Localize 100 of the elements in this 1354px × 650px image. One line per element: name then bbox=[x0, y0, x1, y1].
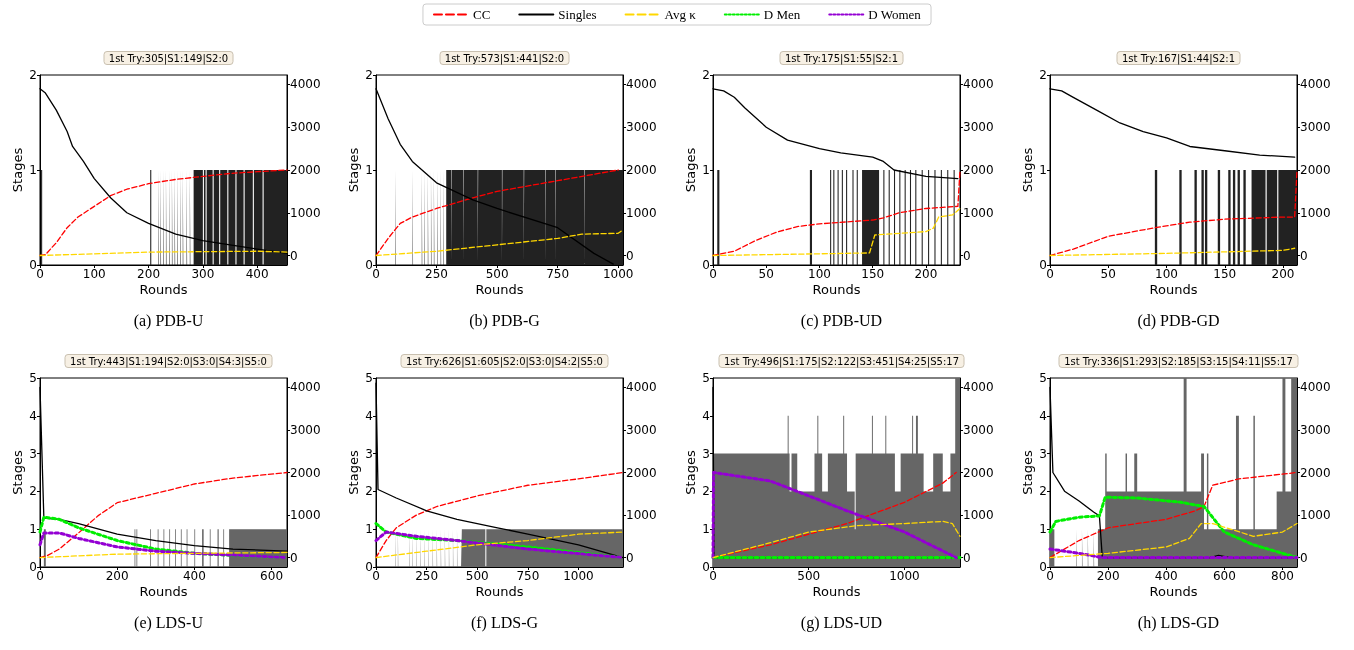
y-axis-title: Stages bbox=[346, 450, 361, 495]
y-tick-label: 5 bbox=[29, 371, 37, 385]
x-tick-label: 100 bbox=[808, 267, 831, 281]
x-tick-label: 400 bbox=[1154, 569, 1178, 583]
y-tick-label: 2 bbox=[1039, 68, 1047, 82]
y-tick-label: 1 bbox=[1039, 163, 1047, 177]
chart-title: 1st Try:167|S1:44|S2:1 bbox=[1121, 52, 1236, 65]
x-tick-label: 750 bbox=[546, 267, 570, 281]
y2-tick-label: 4000 bbox=[1300, 77, 1331, 92]
y-axis-title: Stages bbox=[1020, 147, 1035, 193]
y-axis-title: Stages bbox=[10, 450, 25, 495]
y2-tick-label: 2000 bbox=[626, 465, 657, 480]
x-tick-label: 750 bbox=[516, 569, 540, 583]
y2-tick-label: 0 bbox=[626, 550, 634, 565]
y2-tick-label: 3000 bbox=[1300, 120, 1331, 135]
x-tick-label: 50 bbox=[1100, 267, 1116, 281]
y2-tick-label: 0 bbox=[1300, 248, 1308, 263]
y2-tick-label: 3000 bbox=[963, 120, 994, 135]
text: (d) PDB-GD bbox=[1137, 311, 1220, 330]
y2-tick-label: 3000 bbox=[963, 422, 994, 437]
y2-tick-label: 1000 bbox=[626, 205, 657, 220]
y-tick-label: 1 bbox=[702, 163, 710, 177]
y-tick-label: 5 bbox=[1039, 371, 1047, 385]
y2-tick-label: 3000 bbox=[1300, 422, 1331, 437]
chart-title: 1st Try:305|S1:149|S2:0 bbox=[108, 52, 229, 65]
y-tick-label: 1 bbox=[29, 522, 37, 537]
y-tick-label: 1 bbox=[702, 522, 710, 537]
text: (f) LDS-G bbox=[470, 613, 539, 632]
x-tick-label: 600 bbox=[260, 569, 284, 583]
text: (h) LDS-GD bbox=[1137, 613, 1220, 632]
y-tick-label: 5 bbox=[365, 371, 373, 385]
y2-tick-label: 4000 bbox=[290, 380, 321, 395]
x-tick-label: 500 bbox=[485, 267, 509, 281]
x-tick-label: 100 bbox=[1155, 267, 1178, 281]
text: (c) PDB-UD bbox=[800, 311, 883, 330]
y-tick-label: 2 bbox=[702, 68, 710, 82]
y-tick-label: 4 bbox=[29, 408, 37, 423]
y2-tick-label: 3000 bbox=[626, 422, 657, 437]
y2-tick-label: 4000 bbox=[1300, 380, 1331, 395]
chart-title: 1st Try:626|S1:605|S2:0|S3:0|S4:2|S5:0 bbox=[406, 355, 603, 368]
x-axis-title: Rounds bbox=[475, 584, 524, 599]
text: (a) PDB-U bbox=[133, 311, 204, 330]
line-series bbox=[1048, 547, 1299, 560]
x-tick-label: 600 bbox=[1212, 569, 1236, 583]
y2-tick-label: 1000 bbox=[963, 205, 994, 220]
y-tick-label: 0 bbox=[365, 258, 373, 272]
line-series bbox=[375, 471, 624, 559]
x-tick-label: 200 bbox=[1096, 569, 1120, 583]
y2-tick-label: 2000 bbox=[1300, 465, 1331, 480]
x-axis-title: Rounds bbox=[812, 282, 861, 297]
y-tick-label: 4 bbox=[702, 408, 710, 423]
y2-tick-label: 2000 bbox=[290, 163, 321, 177]
x-tick-label: 300 bbox=[191, 267, 215, 281]
x-axis-title: Rounds bbox=[1149, 584, 1198, 599]
chart-title: 1st Try:573|S1:441|S2:0 bbox=[444, 52, 565, 65]
y-tick-label: 0 bbox=[702, 258, 710, 272]
y-tick-label: 3 bbox=[29, 446, 37, 461]
y2-tick-label: 4000 bbox=[626, 380, 657, 395]
x-tick-label: 150 bbox=[861, 267, 885, 281]
x-axis-title: Rounds bbox=[475, 282, 524, 297]
x-tick-label: 400 bbox=[182, 569, 206, 583]
legend-label: D Men bbox=[763, 7, 801, 22]
line-series bbox=[38, 531, 289, 560]
y-tick-label: 2 bbox=[702, 484, 710, 499]
line-series bbox=[712, 207, 961, 257]
y2-tick-label: 2000 bbox=[626, 163, 657, 177]
text: (e) LDS-U bbox=[134, 613, 204, 632]
y2-tick-label: 4000 bbox=[626, 77, 657, 92]
x-tick-label: 400 bbox=[245, 267, 269, 281]
x-tick-label: 200 bbox=[1271, 267, 1295, 281]
chart-title: 1st Try:175|S1:55|S2:1 bbox=[784, 52, 899, 65]
line-series bbox=[1049, 522, 1298, 559]
y2-tick-label: 2000 bbox=[290, 465, 321, 480]
y-tick-label: 0 bbox=[365, 560, 373, 574]
chart-title: 1st Try:496|S1:175|S2:122|S3:451|S4:25|S5:17 bbox=[723, 355, 960, 368]
y2-tick-label: 3000 bbox=[290, 422, 321, 437]
text: (b) PDB-G bbox=[469, 311, 541, 330]
y-axis-title: Stages bbox=[1020, 450, 1035, 495]
text: (g) LDS-UD bbox=[800, 613, 883, 632]
x-tick-label: 1000 bbox=[602, 267, 634, 281]
line-series bbox=[712, 520, 961, 559]
line-series bbox=[39, 471, 288, 559]
y-tick-label: 3 bbox=[702, 446, 710, 461]
y-axis-title: Stages bbox=[10, 147, 25, 193]
legend-label: Singles bbox=[558, 7, 597, 22]
x-axis-title: Rounds bbox=[139, 584, 188, 599]
y-tick-label: 2 bbox=[365, 484, 373, 499]
y-tick-label: 1 bbox=[29, 163, 37, 177]
line-series bbox=[375, 229, 624, 257]
y2-tick-label: 0 bbox=[963, 248, 971, 263]
x-tick-label: 200 bbox=[105, 569, 129, 583]
y-tick-label: 1 bbox=[1039, 522, 1047, 537]
x-tick-label: 200 bbox=[137, 267, 161, 281]
y2-tick-label: 4000 bbox=[963, 380, 994, 395]
y2-tick-label: 2000 bbox=[963, 163, 994, 177]
y-tick-label: 0 bbox=[1039, 258, 1047, 272]
y2-tick-label: 2000 bbox=[1300, 163, 1331, 177]
y2-tick-label: 4000 bbox=[290, 77, 321, 92]
y-tick-label: 1 bbox=[365, 522, 373, 537]
x-tick-label: 150 bbox=[1213, 267, 1237, 281]
